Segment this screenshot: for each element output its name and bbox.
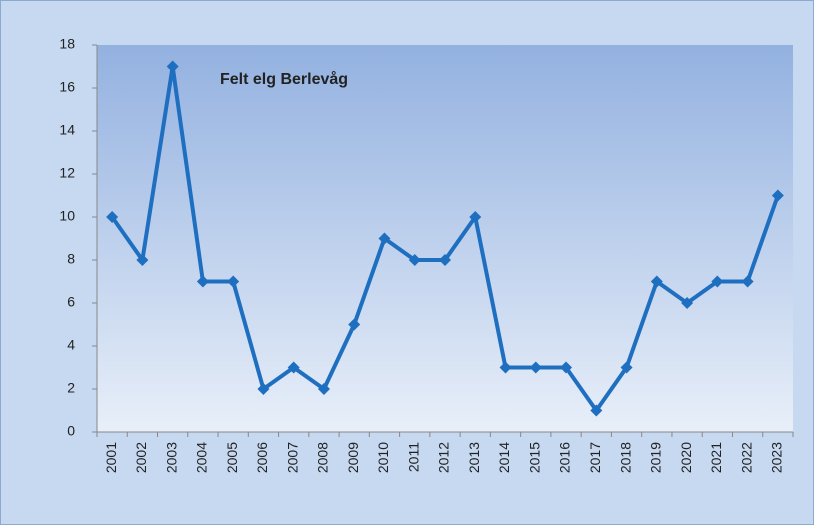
data-point bbox=[650, 275, 663, 288]
data-point bbox=[196, 275, 209, 288]
data-point bbox=[560, 361, 573, 374]
data-point bbox=[439, 254, 451, 266]
x-tick-label: 2006 bbox=[254, 442, 270, 473]
x-tick-label: 2008 bbox=[315, 442, 331, 473]
data-point bbox=[348, 318, 361, 331]
x-tick-label: 2011 bbox=[405, 442, 421, 472]
y-tick-label: 6 bbox=[67, 294, 75, 310]
data-point bbox=[499, 361, 512, 374]
y-tick-label: 2 bbox=[67, 380, 75, 396]
y-tick-label: 18 bbox=[59, 36, 75, 52]
data-point bbox=[590, 404, 603, 417]
x-tick-label: 2023 bbox=[769, 442, 785, 473]
x-tick-label: 2016 bbox=[557, 442, 573, 473]
data-point bbox=[771, 189, 784, 202]
y-tick-label: 12 bbox=[59, 165, 75, 181]
data-point bbox=[469, 211, 482, 223]
x-tick-label: 2009 bbox=[345, 442, 361, 473]
data-point bbox=[257, 383, 270, 395]
data-point bbox=[620, 361, 633, 374]
data-point bbox=[317, 383, 330, 395]
x-tick-label: 2018 bbox=[617, 442, 633, 473]
data-point bbox=[106, 211, 119, 223]
x-tick-label: 2015 bbox=[526, 442, 542, 473]
x-tick-label: 2017 bbox=[587, 442, 603, 473]
y-tick-label: 4 bbox=[67, 337, 75, 353]
x-tick-label: 2005 bbox=[224, 442, 240, 473]
x-tick-label: 2010 bbox=[375, 442, 391, 473]
x-tick-label: 2014 bbox=[496, 442, 512, 473]
data-point bbox=[529, 361, 542, 374]
y-tick-label: 14 bbox=[59, 122, 75, 138]
x-tick-label: 2020 bbox=[678, 442, 694, 473]
data-point bbox=[378, 232, 391, 245]
x-tick-label: 2019 bbox=[648, 442, 664, 473]
x-tick-label: 2007 bbox=[284, 442, 300, 473]
x-tick-label: 2013 bbox=[466, 442, 482, 473]
data-point bbox=[227, 275, 240, 288]
y-tick-label: 10 bbox=[59, 208, 75, 224]
data-point bbox=[741, 275, 754, 288]
x-tick-label: 2022 bbox=[738, 442, 754, 473]
y-tick-label: 0 bbox=[67, 423, 75, 439]
plot-area bbox=[97, 45, 793, 432]
data-point bbox=[136, 254, 149, 266]
x-tick-label: 2001 bbox=[103, 442, 119, 473]
data-point bbox=[166, 60, 179, 73]
data-point bbox=[287, 361, 300, 374]
data-point bbox=[711, 275, 724, 288]
chart-title: Felt elg Berlevåg bbox=[220, 70, 348, 88]
x-tick-label: 2012 bbox=[436, 442, 452, 473]
x-tick-label: 2004 bbox=[194, 442, 210, 473]
data-point bbox=[408, 254, 421, 266]
y-tick-label: 8 bbox=[67, 251, 75, 267]
x-tick-label: 2021 bbox=[708, 442, 724, 473]
y-tick-label: 16 bbox=[59, 79, 75, 95]
x-tick-label: 2002 bbox=[133, 442, 149, 473]
data-point bbox=[681, 297, 694, 309]
x-tick-label: 2003 bbox=[163, 442, 179, 473]
